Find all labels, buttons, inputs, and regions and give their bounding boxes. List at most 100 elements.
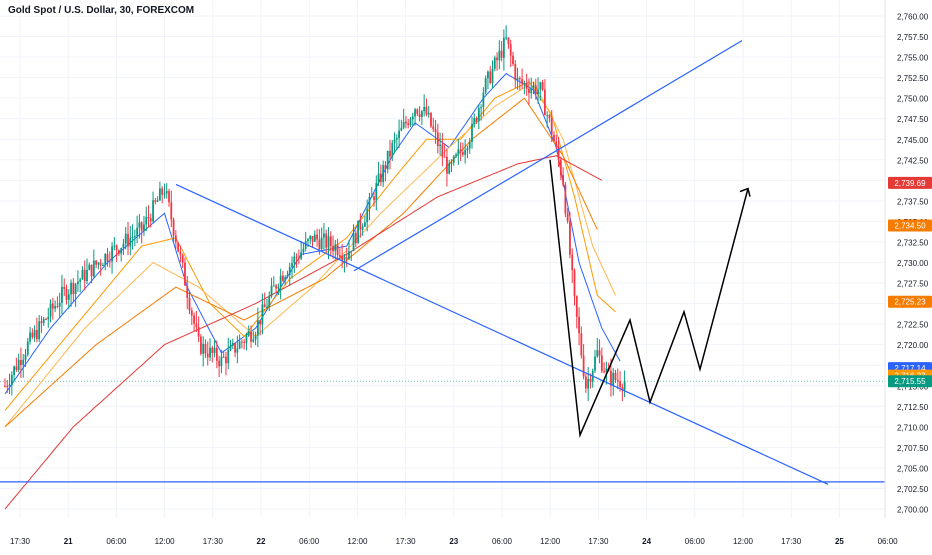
candle-body: [614, 372, 617, 381]
candle-body: [325, 233, 328, 248]
candle-body: [379, 173, 382, 183]
candle-body: [181, 254, 184, 263]
candle-body: [238, 341, 241, 349]
candle-body: [300, 252, 303, 259]
y-tick-label: 2,737.50: [897, 197, 929, 206]
candle-body: [525, 82, 528, 89]
candle-body: [156, 200, 159, 202]
candle-body: [432, 126, 435, 130]
candle-body: [88, 264, 91, 270]
candle-body: [361, 226, 364, 230]
candle-body: [70, 282, 72, 295]
candle-body: [295, 256, 298, 258]
candle-body: [179, 251, 182, 255]
price-label-box: [888, 295, 932, 308]
candle-body: [83, 269, 86, 282]
candle-body: [86, 269, 88, 282]
candle-body: [99, 262, 102, 266]
candle-body: [72, 282, 75, 295]
candle-body: [197, 326, 200, 337]
candle-body: [491, 68, 494, 83]
candle-body: [113, 245, 116, 247]
candle-body: [555, 141, 558, 146]
candle-body: [366, 208, 369, 223]
candle-body: [147, 216, 150, 219]
candle-body: [564, 184, 567, 214]
candle-body: [559, 159, 562, 176]
candle-body: [186, 285, 189, 298]
candle-body: [195, 323, 198, 327]
candle-body: [307, 239, 309, 242]
candle-body: [145, 216, 148, 225]
candle-body: [95, 260, 98, 265]
candle-body: [29, 332, 31, 342]
candle-body: [163, 193, 166, 195]
x-tick-label: 17:30: [781, 537, 802, 546]
candle-body: [13, 366, 16, 376]
candle-body: [487, 71, 489, 79]
y-tick-label: 2,710.00: [897, 423, 929, 432]
y-tick-label: 2,752.50: [897, 74, 929, 83]
candle-body: [482, 92, 485, 108]
candle-body: [268, 296, 271, 308]
x-tick-label: 06:00: [299, 537, 320, 546]
candle-body: [541, 82, 544, 90]
y-axis: 2,697.502,700.002,702.502,705.002,707.50…: [884, 0, 932, 550]
candle-body: [405, 121, 407, 124]
candle-body: [161, 188, 164, 195]
moving-average-line: [4, 80, 616, 428]
candle-body: [603, 371, 606, 373]
price-label: 2,717.14: [894, 364, 926, 373]
candle-body: [507, 37, 510, 45]
y-tick-label: 2,732.50: [897, 238, 929, 247]
candle-body: [58, 302, 61, 307]
candles: [4, 25, 626, 402]
candle-body: [434, 129, 437, 133]
candle-body: [204, 343, 207, 354]
candle-body: [566, 213, 569, 222]
candle-body: [168, 191, 170, 203]
y-tick-label: 2,745.00: [897, 136, 929, 145]
candle-body: [309, 235, 312, 240]
candle-body: [395, 138, 398, 140]
candle-body: [311, 235, 314, 242]
candle-body: [272, 285, 275, 287]
x-axis: 17:30 21 06:00 12:00 17:30 22 06:00 12:00 17:30 2…: [0, 518, 932, 550]
candle-body: [589, 378, 592, 382]
candle-body: [234, 343, 236, 353]
candle-body: [202, 343, 205, 354]
candle-body: [227, 349, 230, 364]
candle-body: [423, 106, 426, 112]
candle-body: [270, 285, 273, 297]
candle-body: [4, 385, 6, 387]
candle-body: [108, 261, 111, 263]
candle-body: [341, 256, 344, 260]
candle-body: [293, 256, 296, 264]
x-tick-label: 12:00: [155, 537, 176, 546]
projection-line: [549, 159, 749, 438]
candle-body: [512, 55, 514, 65]
candle-body: [47, 316, 50, 320]
candle-body: [411, 116, 414, 120]
y-tick-label: 2,700.00: [897, 506, 929, 515]
candle-body: [304, 241, 307, 249]
candle-body: [336, 244, 339, 256]
candle-body: [129, 237, 132, 247]
candle-body: [402, 121, 405, 128]
candle-body: [104, 254, 107, 265]
candle-body: [605, 368, 608, 373]
candle-body: [466, 148, 469, 150]
candle-body: [471, 123, 473, 143]
candle-body: [42, 318, 45, 324]
candle-body: [473, 118, 476, 124]
price-label: 2,725.23: [894, 298, 926, 307]
candle-body: [76, 281, 79, 285]
candle-body: [329, 236, 332, 246]
candle-body: [143, 224, 145, 231]
candle-body: [211, 347, 214, 353]
candle-body: [56, 306, 59, 308]
candle-body: [439, 144, 441, 146]
projection-path: [549, 159, 751, 438]
candle-body: [493, 57, 496, 69]
